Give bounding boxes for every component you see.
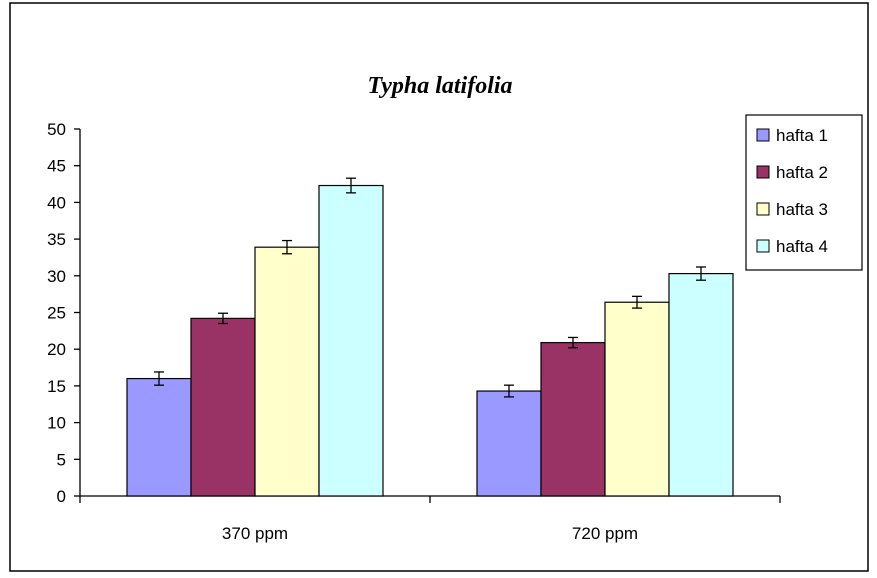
- y-tick-label: 10: [47, 414, 66, 433]
- x-tick-label: 370 ppm: [222, 524, 288, 543]
- y-tick-label: 30: [47, 267, 66, 286]
- bar: [318, 184, 384, 497]
- bar: [668, 272, 734, 497]
- bar: [190, 317, 256, 497]
- y-tick-label: 20: [47, 340, 66, 359]
- y-tick-label: 35: [47, 230, 66, 249]
- legend-label: hafta 3: [776, 200, 828, 219]
- bar: [126, 377, 192, 497]
- legend-label: hafta 1: [776, 126, 828, 145]
- legend-label: hafta 2: [776, 163, 828, 182]
- plot-area: 0 5 10 15 20 25 30 35 40 45 50 370 ppm 720 ppm: [47, 120, 781, 543]
- bar: [476, 390, 542, 497]
- y-tick-label: 15: [47, 377, 66, 396]
- bar: [604, 301, 670, 497]
- legend-swatch: [756, 128, 770, 142]
- y-tick-label: 0: [57, 487, 66, 506]
- legend-swatch: [756, 239, 770, 253]
- y-tick-label: 50: [47, 120, 66, 139]
- y-tick-label: 40: [47, 193, 66, 212]
- legend-label: hafta 4: [776, 237, 828, 256]
- y-tick-label: 5: [57, 450, 66, 469]
- x-tick-label: 720 ppm: [572, 524, 638, 543]
- chart-title: Typha latifolia: [367, 73, 512, 99]
- bar: [540, 341, 606, 497]
- y-tick-label: 25: [47, 304, 66, 323]
- bar: [254, 246, 320, 497]
- legend: hafta 1 hafta 2 hafta 3 hafta 4: [745, 114, 863, 271]
- legend-swatch: [756, 165, 770, 179]
- legend-swatch: [756, 202, 770, 216]
- y-tick-label: 45: [47, 157, 66, 176]
